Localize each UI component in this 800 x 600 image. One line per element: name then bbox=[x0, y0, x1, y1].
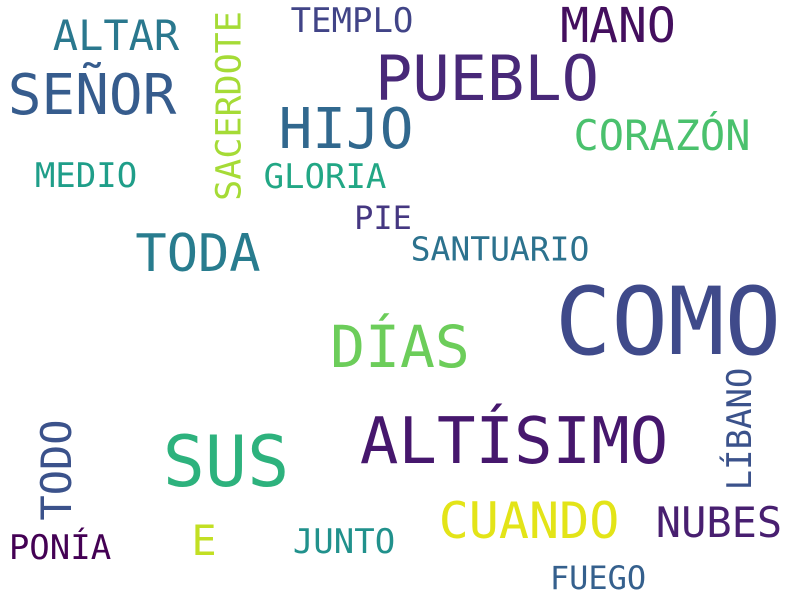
word-sacerdote: SACERDOTE bbox=[209, 11, 250, 201]
word-toda: TODA bbox=[135, 224, 261, 284]
word-como: COMO bbox=[554, 268, 782, 377]
word-pueblo: PUEBLO bbox=[375, 42, 599, 115]
word-e: E bbox=[191, 516, 217, 565]
word-senor: SEÑOR bbox=[7, 63, 177, 128]
word-todo: TODO bbox=[32, 419, 81, 521]
word-libano: LÍBANO bbox=[720, 367, 760, 491]
word-gloria: GLORIA bbox=[263, 157, 387, 197]
word-junto: JUNTO bbox=[292, 522, 396, 562]
word-hijo: HIJO bbox=[278, 97, 414, 162]
word-ponia: PONÍA bbox=[8, 528, 112, 568]
word-pie: PIE bbox=[354, 199, 412, 237]
word-dias: DÍAS bbox=[330, 313, 470, 381]
word-cuando: CUANDO bbox=[438, 492, 620, 550]
word-nubes: NUBES bbox=[655, 498, 783, 547]
word-medio: MEDIO bbox=[34, 156, 138, 196]
word-altar: ALTAR bbox=[52, 11, 180, 60]
word-santuario: SANTUARIO bbox=[410, 229, 590, 269]
word-altisimo: ALTÍSIMO bbox=[359, 405, 669, 479]
word-mano: MANO bbox=[560, 0, 676, 54]
word-sus: SUS bbox=[162, 421, 290, 503]
word-corazon: CORAZÓN bbox=[573, 111, 751, 160]
word-templo: TEMPLO bbox=[290, 1, 414, 41]
word-fuego: FUEGO bbox=[549, 559, 647, 597]
